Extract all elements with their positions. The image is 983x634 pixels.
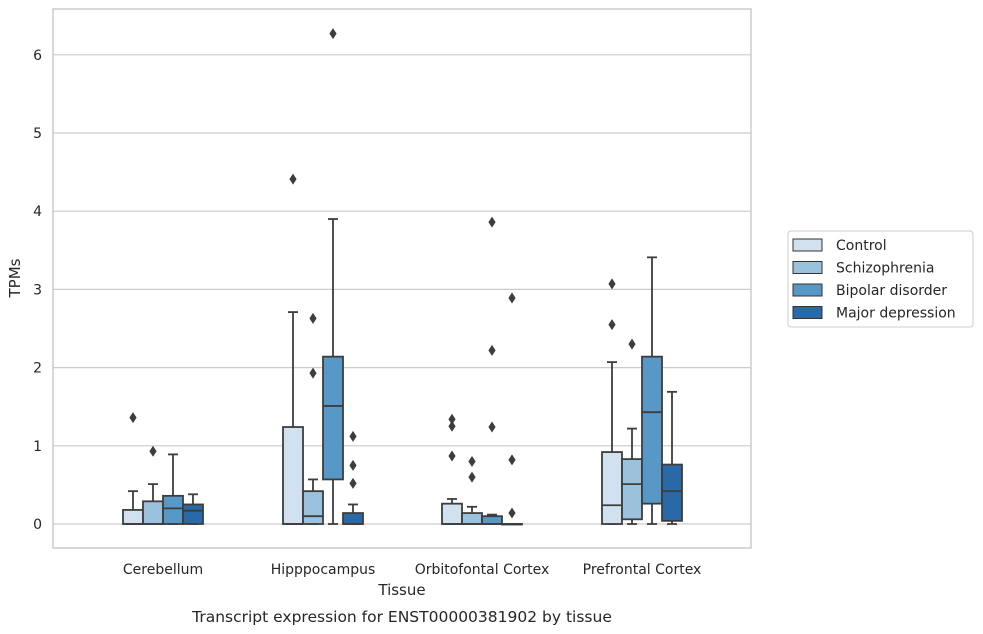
outlier-point <box>608 278 616 290</box>
legend-swatch <box>792 306 823 319</box>
box-bipolar-disorder <box>162 453 184 525</box>
outlier-point <box>149 445 157 457</box>
box-control <box>282 173 304 525</box>
legend-label: Bipolar disorder <box>836 283 947 299</box>
box-iqr <box>182 503 204 525</box>
x-tick-label: Hipppocampus <box>271 562 376 578</box>
x-tick-label: Prefrontal Cortex <box>583 562 702 578</box>
chart-caption: Transcript expression for ENST0000038190… <box>191 608 612 626</box>
outlier-point <box>349 477 357 489</box>
box-control <box>601 278 623 525</box>
gridlines <box>53 54 751 525</box>
y-tick-labels: 0 1 2 3 4 5 6 <box>33 48 42 533</box>
outlier-point <box>448 420 456 432</box>
outlier-point <box>468 455 476 467</box>
box-layer <box>122 28 683 526</box>
legend: Control Schizophrenia Bipolar disorder Majo… <box>787 230 974 328</box>
outlier-point <box>608 319 616 331</box>
outlier-point <box>129 412 137 424</box>
box-schizophrenia <box>621 338 643 525</box>
outlier-point <box>349 430 357 442</box>
box-iqr <box>621 458 643 521</box>
outlier-point <box>309 312 317 324</box>
y-axis-title: TPMs <box>6 258 24 298</box>
legend-swatch <box>792 261 823 274</box>
y-tick-label: 1 <box>33 439 42 455</box>
box-iqr <box>641 355 663 505</box>
box-iqr <box>282 426 304 525</box>
box-iqr <box>302 490 324 525</box>
legend-label: Schizophrenia <box>836 261 934 277</box>
outlier-point <box>488 344 496 356</box>
box-control <box>441 413 463 525</box>
outlier-point <box>488 421 496 433</box>
box-iqr <box>661 463 683 522</box>
outlier-point <box>628 338 636 350</box>
y-tick-label: 0 <box>33 517 42 533</box>
box-schizophrenia <box>142 445 164 525</box>
outlier-point <box>508 292 516 304</box>
box-major-depression <box>342 430 364 525</box>
box-iqr <box>441 502 463 525</box>
y-tick-label: 6 <box>33 48 42 64</box>
x-tick-labels: Cerebellum Hipppocampus Orbitofontal Corte… <box>123 562 701 578</box>
box-iqr <box>481 515 503 525</box>
legend-label: Control <box>836 238 887 254</box>
y-tick-label: 2 <box>33 361 42 377</box>
y-tick-label: 5 <box>33 126 42 142</box>
outlier-point <box>329 28 337 40</box>
plot-frame <box>52 8 752 549</box>
box-bipolar-disorder <box>641 256 663 525</box>
y-tick-label: 4 <box>33 204 42 220</box>
outlier-point <box>289 173 297 185</box>
legend-frame <box>787 230 974 328</box>
box-iqr <box>162 494 184 525</box>
box-major-depression <box>661 390 683 525</box>
y-tick-label: 3 <box>33 282 42 298</box>
outlier-point <box>508 507 516 519</box>
box-iqr <box>322 355 344 481</box>
box-iqr <box>122 509 144 525</box>
box-iqr <box>342 512 364 525</box>
outlier-point <box>488 216 496 228</box>
outlier-point <box>349 459 357 471</box>
x-tick-label: Orbitofontal Cortex <box>415 562 550 578</box>
x-tick-label: Cerebellum <box>123 562 203 578</box>
box-schizophrenia <box>302 312 324 525</box>
box-iqr <box>601 451 623 525</box>
legend-swatch <box>792 238 823 252</box>
outlier-point <box>309 367 317 379</box>
outlier-point <box>448 413 456 425</box>
box-major-depression <box>182 493 204 525</box>
box-schizophrenia <box>461 455 483 525</box>
box-iqr <box>142 500 164 525</box>
outlier-point <box>508 454 516 466</box>
box-major-depression <box>501 292 523 526</box>
legend-swatch <box>792 283 823 297</box>
box-bipolar-disorder <box>481 216 503 525</box>
box-bipolar-disorder <box>322 28 344 525</box>
outlier-point <box>468 471 476 483</box>
outlier-point <box>448 450 456 462</box>
box-iqr <box>461 512 483 525</box>
box-control <box>122 412 144 525</box>
x-axis-title: Tissue <box>377 581 425 599</box>
legend-label: Major depression <box>836 306 956 322</box>
